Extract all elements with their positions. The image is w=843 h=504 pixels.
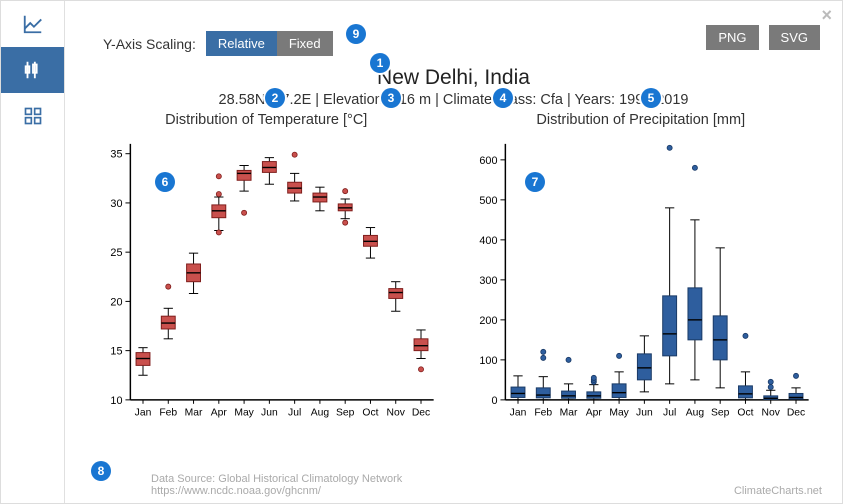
footer-brand: ClimateCharts.net [734, 485, 822, 497]
temperature-chart-title: Distribution of Temperature [°C] [89, 112, 444, 128]
svg-text:100: 100 [479, 355, 497, 367]
svg-text:25: 25 [110, 247, 122, 259]
svg-text:Nov: Nov [761, 408, 780, 419]
svg-text:0: 0 [491, 395, 497, 407]
sidebar [1, 1, 65, 503]
svg-text:Sep: Sep [336, 408, 355, 419]
grid-icon [23, 106, 43, 126]
charts-row: Distribution of Temperature [°C] 10 15 20 2… [83, 112, 824, 429]
annotation-badge: 4 [493, 88, 513, 108]
svg-text:Aug: Aug [685, 408, 704, 419]
page-title: New Delhi, India [83, 66, 824, 90]
svg-text:Mar: Mar [185, 408, 203, 419]
export-png-button[interactable]: PNG [706, 25, 758, 50]
svg-text:20: 20 [110, 296, 122, 308]
svg-text:Jun: Jun [636, 408, 653, 419]
export-svg-button[interactable]: SVG [769, 25, 820, 50]
precip-chart-title: Distribution of Precipitation [mm] [464, 112, 819, 128]
svg-text:10: 10 [110, 395, 122, 407]
yscale-relative-button[interactable]: Relative [206, 31, 277, 56]
header-block: New Delhi, India 28.58N, 77.2E | Elevati… [83, 66, 824, 108]
close-icon[interactable]: × [821, 5, 832, 26]
sidebar-item-boxplot[interactable] [1, 47, 64, 93]
svg-text:May: May [609, 408, 629, 419]
svg-text:Jul: Jul [288, 408, 301, 419]
svg-text:Jan: Jan [135, 408, 152, 419]
annotation-badge: 2 [265, 88, 285, 108]
svg-text:200: 200 [479, 315, 497, 327]
line-chart-icon [22, 13, 44, 35]
annotation-badge: 6 [155, 172, 175, 192]
sidebar-item-grid[interactable] [1, 93, 64, 139]
svg-text:Jun: Jun [261, 408, 278, 419]
footer: Data Source: Global Historical Climatolo… [151, 473, 822, 497]
precip-boxplot: 0 100 200 300 400 500 600 Jan Feb Mar Apr May Jun Jul… [464, 134, 819, 429]
svg-text:Dec: Dec [786, 408, 804, 419]
annotation-badge: 9 [346, 24, 366, 44]
svg-text:May: May [234, 408, 254, 419]
svg-text:Mar: Mar [559, 408, 577, 419]
svg-text:Feb: Feb [159, 408, 177, 419]
svg-text:30: 30 [110, 198, 122, 210]
temperature-boxplot: 10 15 20 25 30 35 Jan Feb Mar Apr May Jun Jul Aug Sep O… [89, 134, 444, 429]
annotation-badge: 7 [525, 172, 545, 192]
yscale-fixed-button[interactable]: Fixed [277, 31, 333, 56]
annotation-badge: 5 [641, 88, 661, 108]
svg-text:400: 400 [479, 235, 497, 247]
svg-text:600: 600 [479, 155, 497, 167]
yscale-segmented: Relative Fixed [206, 31, 333, 56]
svg-text:Aug: Aug [311, 408, 330, 419]
page-subtitle: 28.58N, 77.2E | Elevation: 216 m | Clima… [83, 92, 824, 108]
svg-text:Feb: Feb [534, 408, 552, 419]
footer-source-line1: Data Source: Global Historical Climatolo… [151, 473, 822, 485]
svg-text:35: 35 [110, 149, 122, 161]
svg-text:300: 300 [479, 275, 497, 287]
svg-text:500: 500 [479, 195, 497, 207]
svg-text:15: 15 [110, 346, 122, 358]
svg-text:Jan: Jan [509, 408, 526, 419]
svg-text:Nov: Nov [387, 408, 406, 419]
svg-text:Jul: Jul [663, 408, 676, 419]
yscale-label: Y-Axis Scaling: [103, 36, 196, 52]
svg-text:Apr: Apr [585, 408, 602, 419]
precip-chart-col: Distribution of Precipitation [mm] 0 100 2… [464, 112, 819, 429]
svg-text:Sep: Sep [710, 408, 729, 419]
annotation-badge: 8 [91, 461, 111, 481]
svg-text:Apr: Apr [211, 408, 228, 419]
temperature-chart-col: Distribution of Temperature [°C] 10 15 20 2… [89, 112, 444, 429]
footer-source-line2: https://www.ncdc.noaa.gov/ghcnm/ [151, 485, 822, 497]
annotation-badge: 1 [370, 53, 390, 73]
svg-text:Oct: Oct [362, 408, 378, 419]
boxplot-icon [22, 59, 44, 81]
annotation-badge: 3 [381, 88, 401, 108]
svg-text:Oct: Oct [737, 408, 753, 419]
sidebar-item-linechart[interactable] [1, 1, 64, 47]
export-buttons: PNG SVG [706, 25, 820, 50]
main-panel: × Y-Axis Scaling: Relative Fixed PNG SVG… [65, 1, 842, 503]
svg-text:Dec: Dec [412, 408, 430, 419]
